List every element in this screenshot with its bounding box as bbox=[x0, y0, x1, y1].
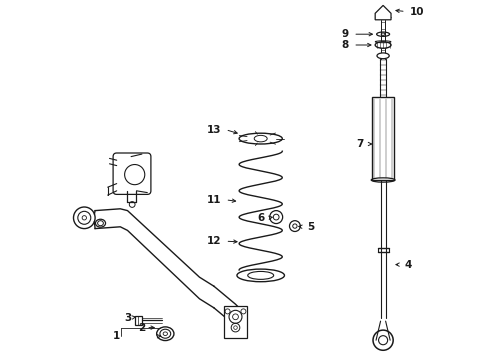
Ellipse shape bbox=[239, 133, 282, 144]
Text: 12: 12 bbox=[206, 236, 221, 246]
Text: 5: 5 bbox=[307, 222, 314, 232]
Text: 11: 11 bbox=[206, 195, 221, 205]
Text: 4: 4 bbox=[404, 260, 411, 270]
Polygon shape bbox=[374, 5, 390, 20]
FancyBboxPatch shape bbox=[224, 306, 247, 338]
Text: 6: 6 bbox=[257, 213, 264, 223]
Ellipse shape bbox=[376, 53, 388, 59]
Text: 2: 2 bbox=[138, 323, 145, 333]
FancyBboxPatch shape bbox=[113, 153, 151, 194]
Circle shape bbox=[124, 165, 144, 185]
Text: 8: 8 bbox=[341, 40, 348, 50]
Text: 13: 13 bbox=[206, 125, 221, 135]
Text: 9: 9 bbox=[341, 29, 348, 39]
FancyBboxPatch shape bbox=[371, 97, 393, 180]
Text: 3: 3 bbox=[123, 312, 131, 323]
Text: 10: 10 bbox=[409, 6, 424, 17]
Text: 7: 7 bbox=[355, 139, 363, 149]
FancyBboxPatch shape bbox=[134, 316, 142, 325]
Text: 1: 1 bbox=[113, 331, 120, 341]
Ellipse shape bbox=[374, 42, 390, 48]
